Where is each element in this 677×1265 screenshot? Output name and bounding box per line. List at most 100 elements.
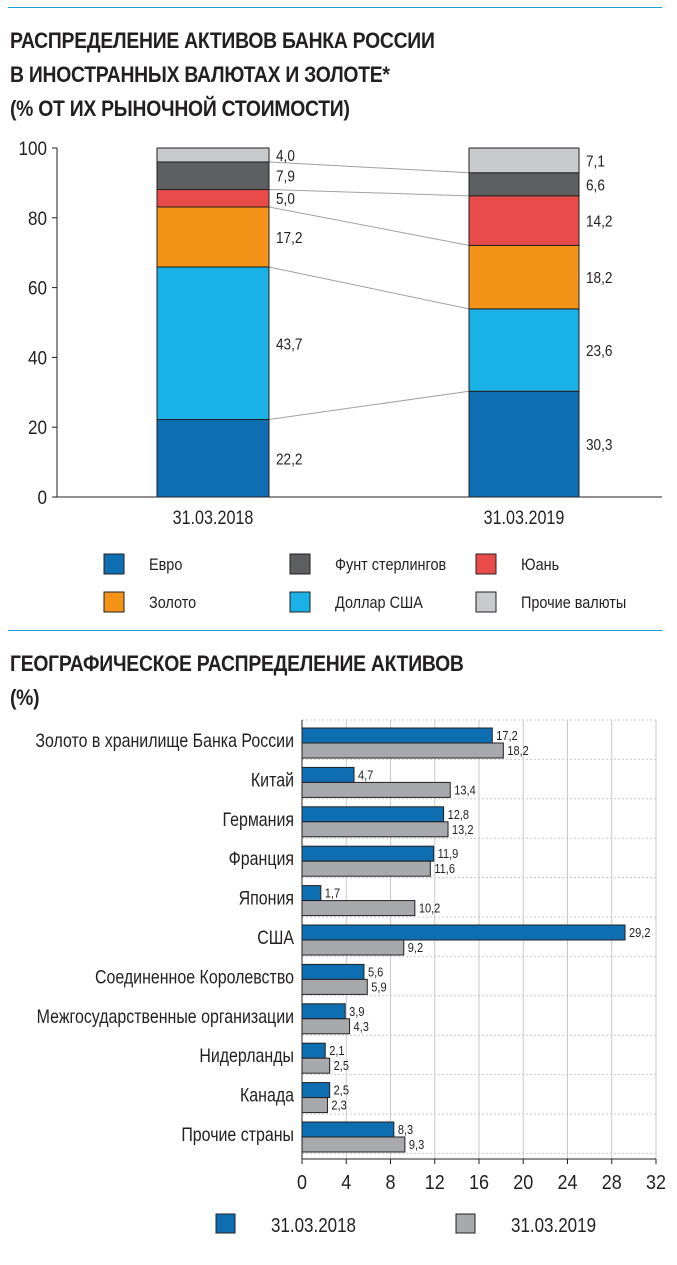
bar	[301, 900, 416, 917]
bar	[301, 781, 451, 798]
data-label: 13,2	[452, 822, 474, 837]
y-tick-label: 0	[37, 487, 47, 508]
data-label: 13,4	[454, 783, 476, 798]
data-label: 3,9	[349, 1004, 365, 1019]
y-tick-label: 60	[28, 278, 47, 299]
bar	[301, 1003, 346, 1020]
data-label: 2,5	[334, 1058, 350, 1073]
legend-label: Доллар США	[335, 594, 423, 612]
data-label: 2,3	[331, 1098, 347, 1113]
category-label: Китай	[251, 769, 294, 791]
top-rule	[8, 7, 662, 8]
data-label: 30,3	[586, 437, 612, 454]
legend-label: 31.03.2019	[511, 1214, 596, 1237]
data-label: 4,3	[354, 1019, 370, 1034]
bar	[301, 978, 368, 995]
bar-segment	[156, 147, 270, 163]
y-tick-label: 40	[28, 348, 47, 369]
y-tick-label: 80	[28, 208, 47, 229]
data-label: 29,2	[629, 925, 651, 940]
section-rule	[8, 630, 662, 631]
bar	[301, 806, 445, 823]
segment-connector-line	[268, 189, 470, 197]
bar	[301, 885, 322, 902]
data-label: 23,6	[586, 343, 612, 360]
legend-label: 31.03.2018	[271, 1214, 356, 1237]
category-label: Межгосударственные организации	[37, 1005, 294, 1027]
data-label: 17,2	[496, 728, 518, 743]
segment-connector-line	[268, 390, 470, 421]
chart2-title: ГЕОГРАФИЧЕСКОЕ РАСПРЕДЕЛЕНИЕ АКТИВОВ (%)	[10, 647, 464, 715]
data-label: 18,2	[586, 270, 612, 287]
data-label: 1,7	[325, 886, 341, 901]
data-label: 43,7	[276, 336, 302, 353]
segment-connector-line	[268, 206, 470, 246]
bar	[301, 821, 449, 838]
x-tick-label: 8	[385, 1172, 395, 1194]
chart2-title-line: (%)	[10, 685, 40, 710]
bar	[301, 742, 504, 759]
x-tick-label: 16	[469, 1172, 489, 1194]
legend-label: Золото	[149, 594, 196, 612]
bar-segment	[156, 161, 270, 191]
category-label: Германия	[223, 808, 294, 830]
x-tick-label: 12	[425, 1172, 445, 1194]
y-tick-label: 20	[28, 417, 47, 438]
bar-segment	[156, 206, 270, 268]
data-label: 5,6	[368, 965, 384, 980]
x-category-label: 31.03.2018	[173, 507, 254, 529]
data-label: 7,9	[276, 169, 295, 186]
data-label: 18,2	[507, 743, 529, 758]
x-category-label: 31.03.2019	[484, 507, 565, 529]
x-tick-label: 4	[341, 1172, 351, 1194]
data-label: 5,0	[276, 191, 295, 208]
data-label: 5,9	[371, 980, 387, 995]
legend-swatch	[103, 591, 125, 613]
bar-segment	[156, 419, 270, 498]
bar	[301, 727, 493, 744]
chart1-title-line: (% ОТ ИХ РЫНОЧНОЙ СТОИМОСТИ)	[10, 96, 350, 121]
legend-swatch	[215, 1213, 236, 1234]
data-label: 2,5	[334, 1083, 350, 1098]
data-label: 9,2	[408, 940, 424, 955]
category-label: Прочие страны	[181, 1124, 294, 1146]
x-tick-label: 20	[513, 1172, 533, 1194]
bar	[301, 1057, 331, 1074]
data-label: 12,8	[448, 807, 470, 822]
data-label: 4,0	[276, 148, 295, 165]
bar	[301, 1018, 351, 1035]
bar-segment	[468, 147, 580, 174]
data-label: 8,3	[398, 1122, 414, 1137]
bar-segment	[156, 266, 270, 421]
bar-segment	[468, 244, 580, 310]
category-label: Франция	[229, 848, 294, 870]
legend-swatch	[103, 553, 125, 575]
x-tick-label: 24	[557, 1172, 577, 1194]
bar	[301, 1121, 395, 1138]
legend-swatch	[289, 591, 311, 613]
data-label: 17,2	[276, 230, 302, 247]
data-label: 2,1	[329, 1043, 345, 1058]
data-label: 10,2	[419, 901, 441, 916]
bar	[301, 766, 355, 783]
bar-segment	[468, 308, 580, 392]
legend-swatch	[475, 591, 497, 613]
bar	[301, 963, 365, 980]
data-label: 11,6	[434, 861, 455, 876]
bar-segment	[468, 195, 580, 246]
bar	[301, 1097, 328, 1114]
category-label: Нидерланды	[199, 1045, 294, 1067]
horizontal-bar-chart: 0 4 8 12 16 20 24 28 32 Золото в хранилище Банка …	[35, 719, 666, 1237]
chart1-title: РАСПРЕДЕЛЕНИЕ АКТИВОВ БАНКА РОССИИ В ИНО…	[10, 24, 435, 126]
category-label: Канада	[240, 1084, 294, 1106]
legend-swatch	[455, 1213, 476, 1234]
legend-label: Фунт стерлингов	[335, 556, 446, 574]
legend-label: Юань	[521, 556, 559, 574]
y-tick-label: 100	[18, 138, 47, 159]
chart1-title-line: РАСПРЕДЕЛЕНИЕ АКТИВОВ БАНКА РОССИИ	[10, 28, 435, 53]
data-label: 9,3	[409, 1137, 425, 1152]
bar-segment	[156, 189, 270, 208]
bar	[301, 1042, 326, 1059]
data-label: 4,7	[358, 768, 374, 783]
